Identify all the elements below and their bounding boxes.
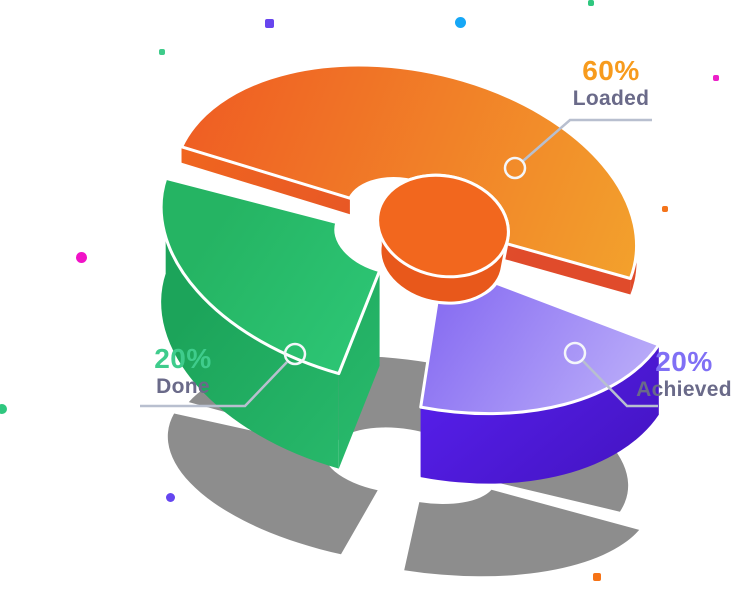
leader-line-done (140, 342, 307, 408)
leader-line-achieved (563, 341, 658, 408)
decor-dot (713, 75, 719, 81)
decor-dot (662, 206, 668, 212)
decor-dot (76, 252, 87, 263)
decor-dot (166, 493, 175, 502)
decor-dot (0, 404, 7, 414)
decor-dot (588, 0, 594, 6)
leader-line-loaded (503, 118, 652, 180)
decor-dot (593, 573, 601, 581)
chart-shadow (404, 489, 640, 577)
segment-achieved (419, 281, 661, 484)
donut-hub (376, 173, 510, 305)
segment-done (159, 176, 382, 469)
decor-dot (455, 17, 466, 28)
decor-dot (159, 49, 165, 55)
decor-dot (265, 19, 274, 28)
